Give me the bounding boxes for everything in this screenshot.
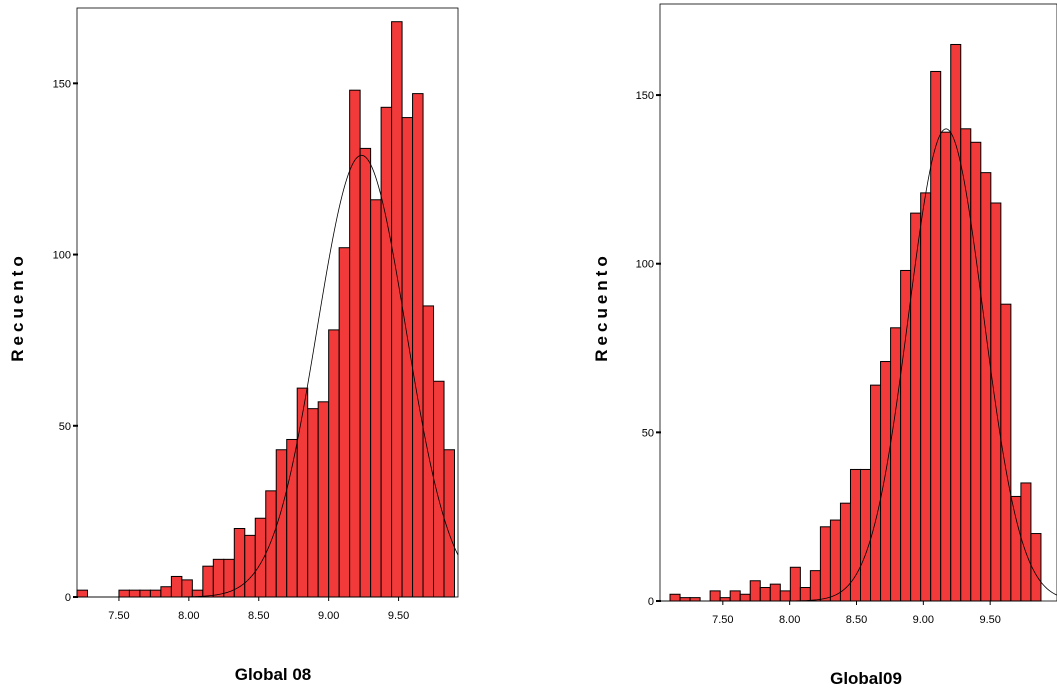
histogram-bar xyxy=(202,565,214,598)
histogram-bar xyxy=(819,526,831,602)
histogram-bar xyxy=(307,408,319,598)
y-axis-global08: 0 50 100 150 xyxy=(53,78,78,604)
histogram-bar xyxy=(338,247,351,598)
x-tick-label: 8.00 xyxy=(178,610,199,622)
histogram-bar xyxy=(970,141,982,602)
histogram-bar xyxy=(244,534,256,598)
x-tick-label: 9.00 xyxy=(318,610,339,622)
histogram-bar xyxy=(860,468,872,602)
histogram-bar xyxy=(930,70,942,602)
x-axis-global09: 7.50 8.00 8.50 9.00 9.50 xyxy=(712,601,1001,626)
histogram-bar xyxy=(779,590,791,602)
histogram-bar xyxy=(296,387,309,598)
histogram-bar xyxy=(1010,495,1022,602)
y-axis-label-global08: Recuento xyxy=(8,252,27,361)
histogram-bar xyxy=(839,502,851,602)
histogram-bar xyxy=(412,93,424,598)
x-axis-label-global08: Global 08 xyxy=(235,665,312,684)
y-tick-label: 0 xyxy=(648,596,654,608)
histogram-bar xyxy=(359,147,372,598)
bars-global08 xyxy=(76,21,456,598)
histogram-bar xyxy=(181,579,193,598)
histogram-bar xyxy=(391,21,403,598)
y-tick-label: 100 xyxy=(636,259,654,271)
histogram-bar xyxy=(223,558,235,598)
histogram-bar xyxy=(160,586,172,598)
histogram-bar xyxy=(910,212,922,602)
y-tick-label: 0 xyxy=(65,592,71,604)
histogram-bar xyxy=(890,327,902,602)
x-tick-label: 9.50 xyxy=(979,614,1000,626)
histogram-bar xyxy=(328,329,340,598)
histogram-bar xyxy=(729,590,741,602)
histogram-bar xyxy=(990,202,1002,602)
histogram-bar xyxy=(149,589,162,598)
histogram-bar xyxy=(118,589,130,598)
histogram-bar xyxy=(170,575,183,598)
histogram-bar xyxy=(980,172,992,602)
histogram-bar xyxy=(769,583,781,602)
x-axis-global08: 7.50 8.00 8.50 9.00 9.50 xyxy=(108,597,409,622)
histogram-bar xyxy=(275,449,288,598)
histogram-bar xyxy=(870,384,882,602)
histogram-bar xyxy=(433,380,445,598)
x-tick-label: 7.50 xyxy=(108,610,129,622)
histogram-bar xyxy=(900,269,912,602)
plot-frame-global08 xyxy=(76,7,459,598)
x-tick-label: 8.50 xyxy=(846,614,867,626)
histogram-bar xyxy=(128,589,141,598)
y-tick-label: 50 xyxy=(59,421,71,433)
histogram-bar xyxy=(1000,303,1012,602)
y-tick-label: 50 xyxy=(642,427,654,439)
x-tick-label: 7.50 xyxy=(712,614,733,626)
histogram-bar xyxy=(799,587,811,602)
histogram-bar xyxy=(669,593,681,602)
y-tick-label: 100 xyxy=(53,250,71,262)
y-axis-label-global09: Recuento xyxy=(592,252,611,361)
histogram-bar xyxy=(265,490,277,598)
histogram-bar xyxy=(139,589,151,598)
histogram-bar xyxy=(950,43,962,602)
histogram-bar xyxy=(719,597,731,602)
histogram-bar xyxy=(759,587,771,602)
histogram-bar xyxy=(286,438,298,598)
histogram-bar xyxy=(317,401,330,598)
histogram-bar xyxy=(422,305,435,598)
histogram-bar xyxy=(809,570,821,602)
histogram-bar xyxy=(212,558,225,598)
x-tick-label: 9.00 xyxy=(913,614,934,626)
histogram-bar xyxy=(789,566,801,602)
x-axis-label-global09: Global09 xyxy=(830,669,902,688)
histogram-bar xyxy=(920,192,932,602)
histogram-bar xyxy=(380,106,393,598)
y-axis-global09: 0 50 100 150 xyxy=(636,90,661,608)
histogram-bar xyxy=(829,519,841,602)
histogram-bar xyxy=(370,199,382,598)
plot-frame-global09 xyxy=(659,3,1057,602)
histogram-bar xyxy=(709,590,721,602)
x-tick-label: 9.50 xyxy=(388,610,409,622)
y-tick-label: 150 xyxy=(53,78,71,90)
histogram-bar xyxy=(739,593,751,602)
x-tick-label: 8.00 xyxy=(779,614,800,626)
histogram-bar xyxy=(749,580,761,602)
y-tick-label: 150 xyxy=(636,90,654,102)
histogram-bar xyxy=(679,597,691,602)
bars-global09 xyxy=(669,43,1042,602)
histogram-bar xyxy=(880,361,892,602)
histogram-bar xyxy=(960,128,972,602)
histogram-bar xyxy=(689,597,701,602)
histogram-bar xyxy=(76,589,88,598)
x-tick-label: 8.50 xyxy=(248,610,269,622)
histogram-bar xyxy=(940,131,952,602)
